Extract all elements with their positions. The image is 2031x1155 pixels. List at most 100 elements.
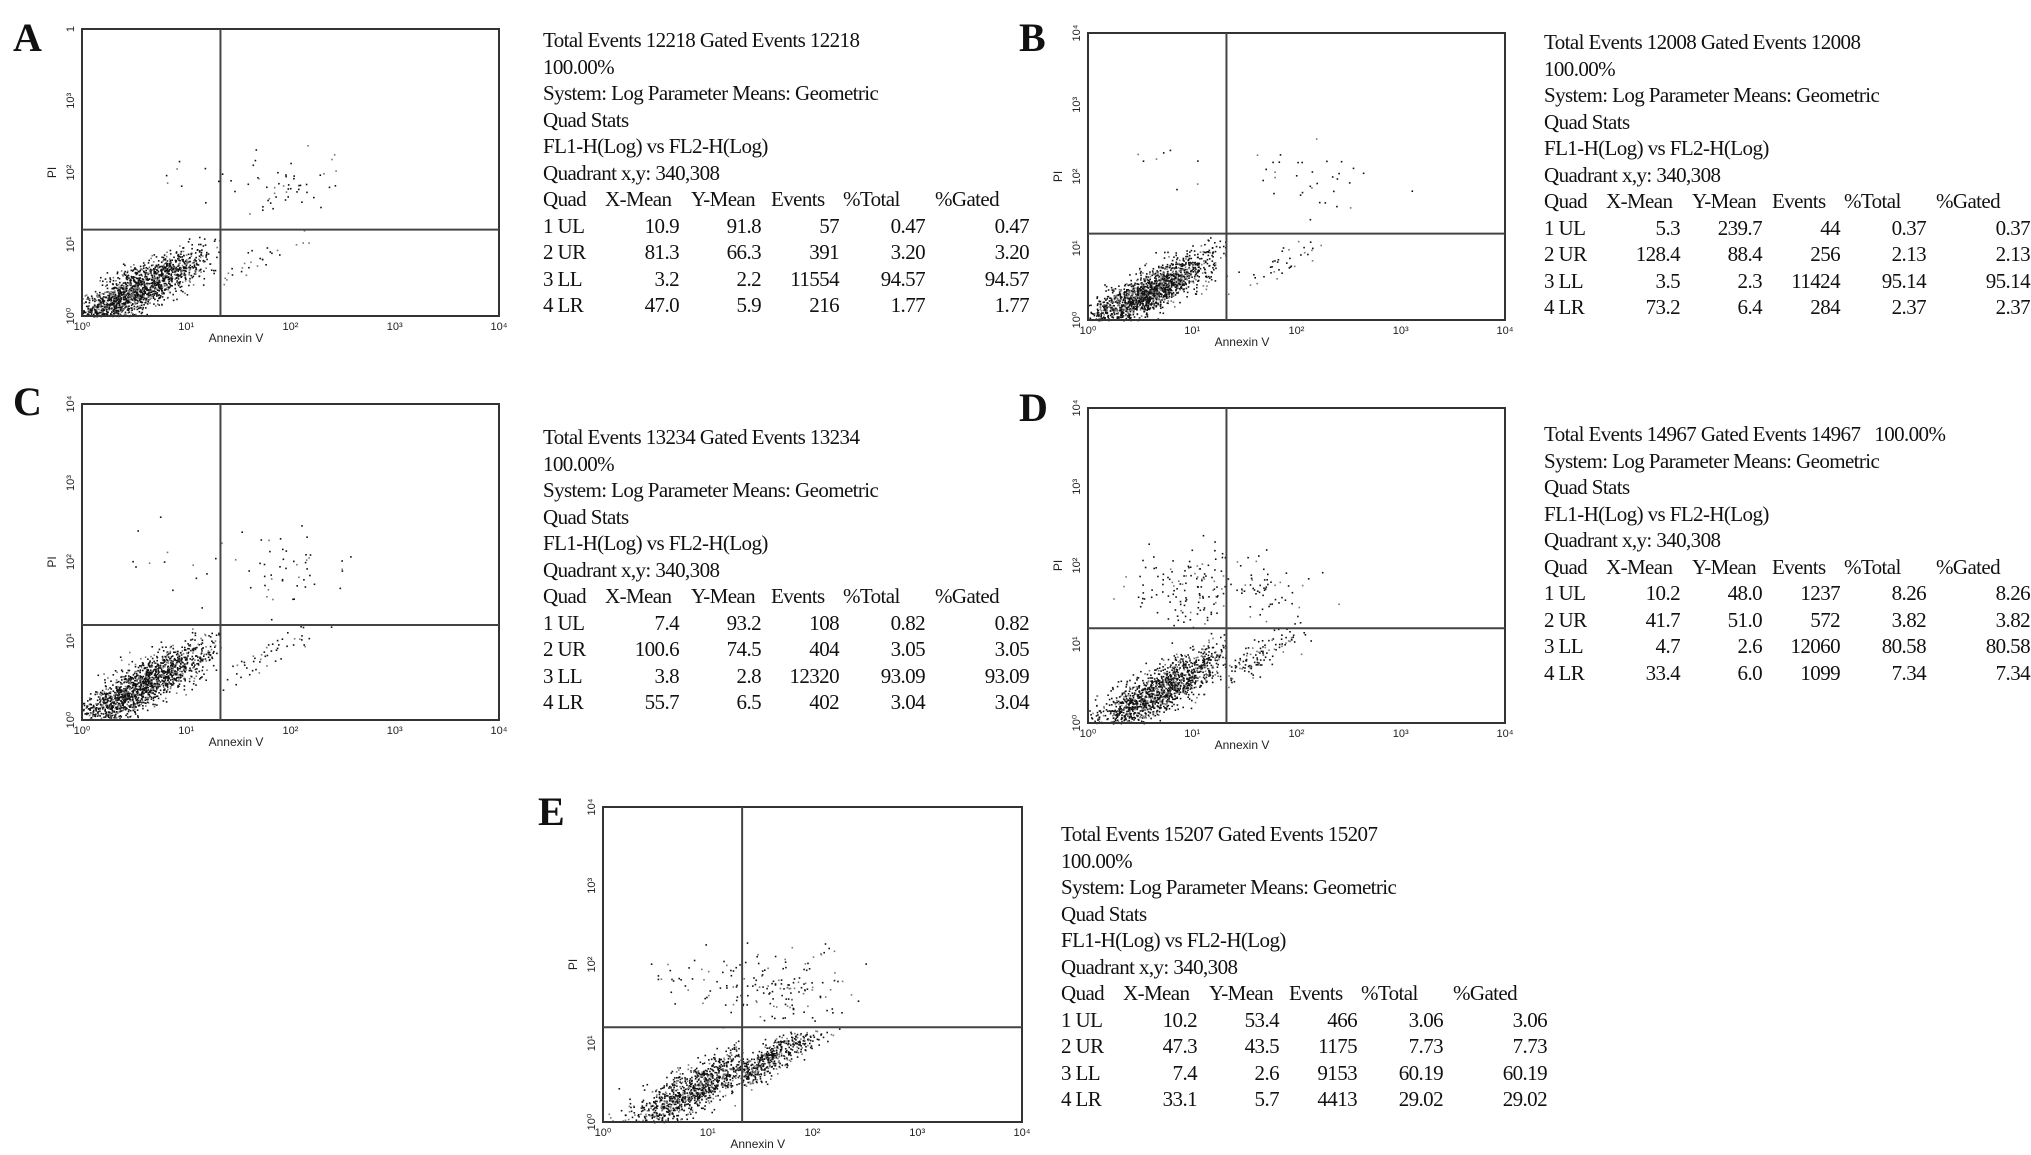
event-dot — [1102, 305, 1104, 307]
event-dot — [1176, 287, 1179, 289]
event-dot — [101, 300, 104, 303]
event-dot — [121, 701, 124, 703]
event-dot — [148, 562, 151, 564]
event-dot — [83, 704, 86, 707]
event-dot — [1141, 306, 1143, 308]
event-dot — [1204, 271, 1206, 274]
event-dot — [1164, 275, 1166, 277]
event-dot — [1164, 292, 1167, 295]
event-dot — [185, 254, 188, 256]
event-dot — [99, 698, 101, 700]
event-dot — [201, 255, 204, 257]
event-dot — [1142, 302, 1144, 305]
event-dot — [160, 261, 163, 264]
event-dot — [197, 659, 199, 662]
event-dot — [1143, 307, 1146, 309]
event-dot — [103, 303, 106, 306]
event-dot — [1159, 305, 1162, 308]
event-dot — [141, 311, 144, 314]
event-dot — [125, 285, 128, 288]
event-dot — [1175, 289, 1177, 292]
event-dot — [127, 710, 130, 713]
stats-table-row: 1 UL 10.9 91.8 57 0.47 0.47 — [543, 213, 1030, 240]
event-dot — [198, 670, 201, 673]
event-dot — [1214, 264, 1217, 266]
event-dot — [1119, 292, 1121, 295]
event-dot — [119, 301, 122, 303]
event-dot — [127, 274, 130, 277]
event-dot — [1175, 281, 1177, 283]
event-dot — [282, 558, 285, 561]
event-dot — [1146, 309, 1149, 311]
event-dot — [185, 663, 187, 665]
event-dot — [96, 293, 98, 295]
event-dot — [1130, 316, 1132, 319]
event-dot — [269, 550, 271, 553]
event-dot — [104, 702, 106, 704]
event-dot — [106, 693, 108, 695]
event-dot — [1213, 264, 1216, 267]
event-dot — [131, 686, 134, 688]
event-dot — [1196, 290, 1198, 293]
event-dot — [107, 294, 109, 297]
event-dot — [1311, 260, 1314, 262]
event-dot — [1140, 307, 1142, 310]
event-dot — [130, 298, 133, 300]
event-dot — [142, 262, 145, 264]
event-dot — [1135, 299, 1138, 301]
event-dot — [176, 667, 179, 669]
event-dot — [151, 679, 153, 681]
event-dot — [119, 704, 121, 706]
event-dot — [1171, 271, 1174, 274]
event-dot — [147, 702, 150, 704]
event-dot — [1269, 266, 1272, 268]
x-tick-label: 10⁰ — [74, 725, 91, 737]
event-dot — [96, 699, 99, 702]
event-dot — [1156, 284, 1159, 287]
event-dot — [100, 312, 102, 314]
event-dot — [163, 292, 165, 295]
event-dot — [87, 298, 89, 300]
event-dot — [158, 671, 160, 673]
event-dot — [1103, 313, 1105, 316]
event-dot — [114, 293, 117, 296]
event-dot — [1120, 314, 1122, 317]
event-dot — [173, 677, 175, 680]
event-dot — [1195, 293, 1198, 295]
event-dot — [1125, 310, 1127, 312]
event-dot — [1155, 282, 1158, 285]
table-cell: 3.20 — [994, 240, 1030, 264]
event-dot — [285, 174, 287, 176]
event-dot — [1131, 309, 1134, 312]
event-dot — [163, 274, 165, 277]
event-dot — [121, 702, 123, 704]
event-dot — [191, 648, 194, 650]
event-dot — [144, 680, 147, 683]
event-dot — [145, 698, 148, 701]
event-dot — [173, 672, 175, 674]
event-dot — [1188, 267, 1191, 270]
table-cell: 93.09 — [984, 663, 1030, 688]
event-dot — [177, 275, 180, 278]
event-dot — [139, 675, 141, 677]
event-dot — [1118, 288, 1121, 291]
event-dot — [1154, 277, 1157, 279]
table-cell: 2 UR — [543, 637, 586, 661]
event-dot — [132, 682, 135, 684]
event-dot — [1188, 263, 1190, 265]
event-dot — [176, 680, 178, 682]
event-dot — [132, 693, 134, 695]
table-cell: 6.5 — [736, 690, 762, 714]
event-dot — [1141, 307, 1144, 310]
event-dot — [134, 684, 136, 686]
event-dot — [1172, 292, 1175, 294]
column-header: %Gated — [935, 584, 1000, 608]
event-dot — [277, 171, 279, 174]
event-dot — [146, 686, 149, 689]
event-dot — [136, 290, 138, 292]
event-dot — [149, 660, 151, 662]
column-header: Y-Mean — [691, 187, 756, 211]
event-dot — [138, 296, 140, 299]
event-dot — [144, 288, 147, 290]
event-dot — [262, 209, 264, 211]
